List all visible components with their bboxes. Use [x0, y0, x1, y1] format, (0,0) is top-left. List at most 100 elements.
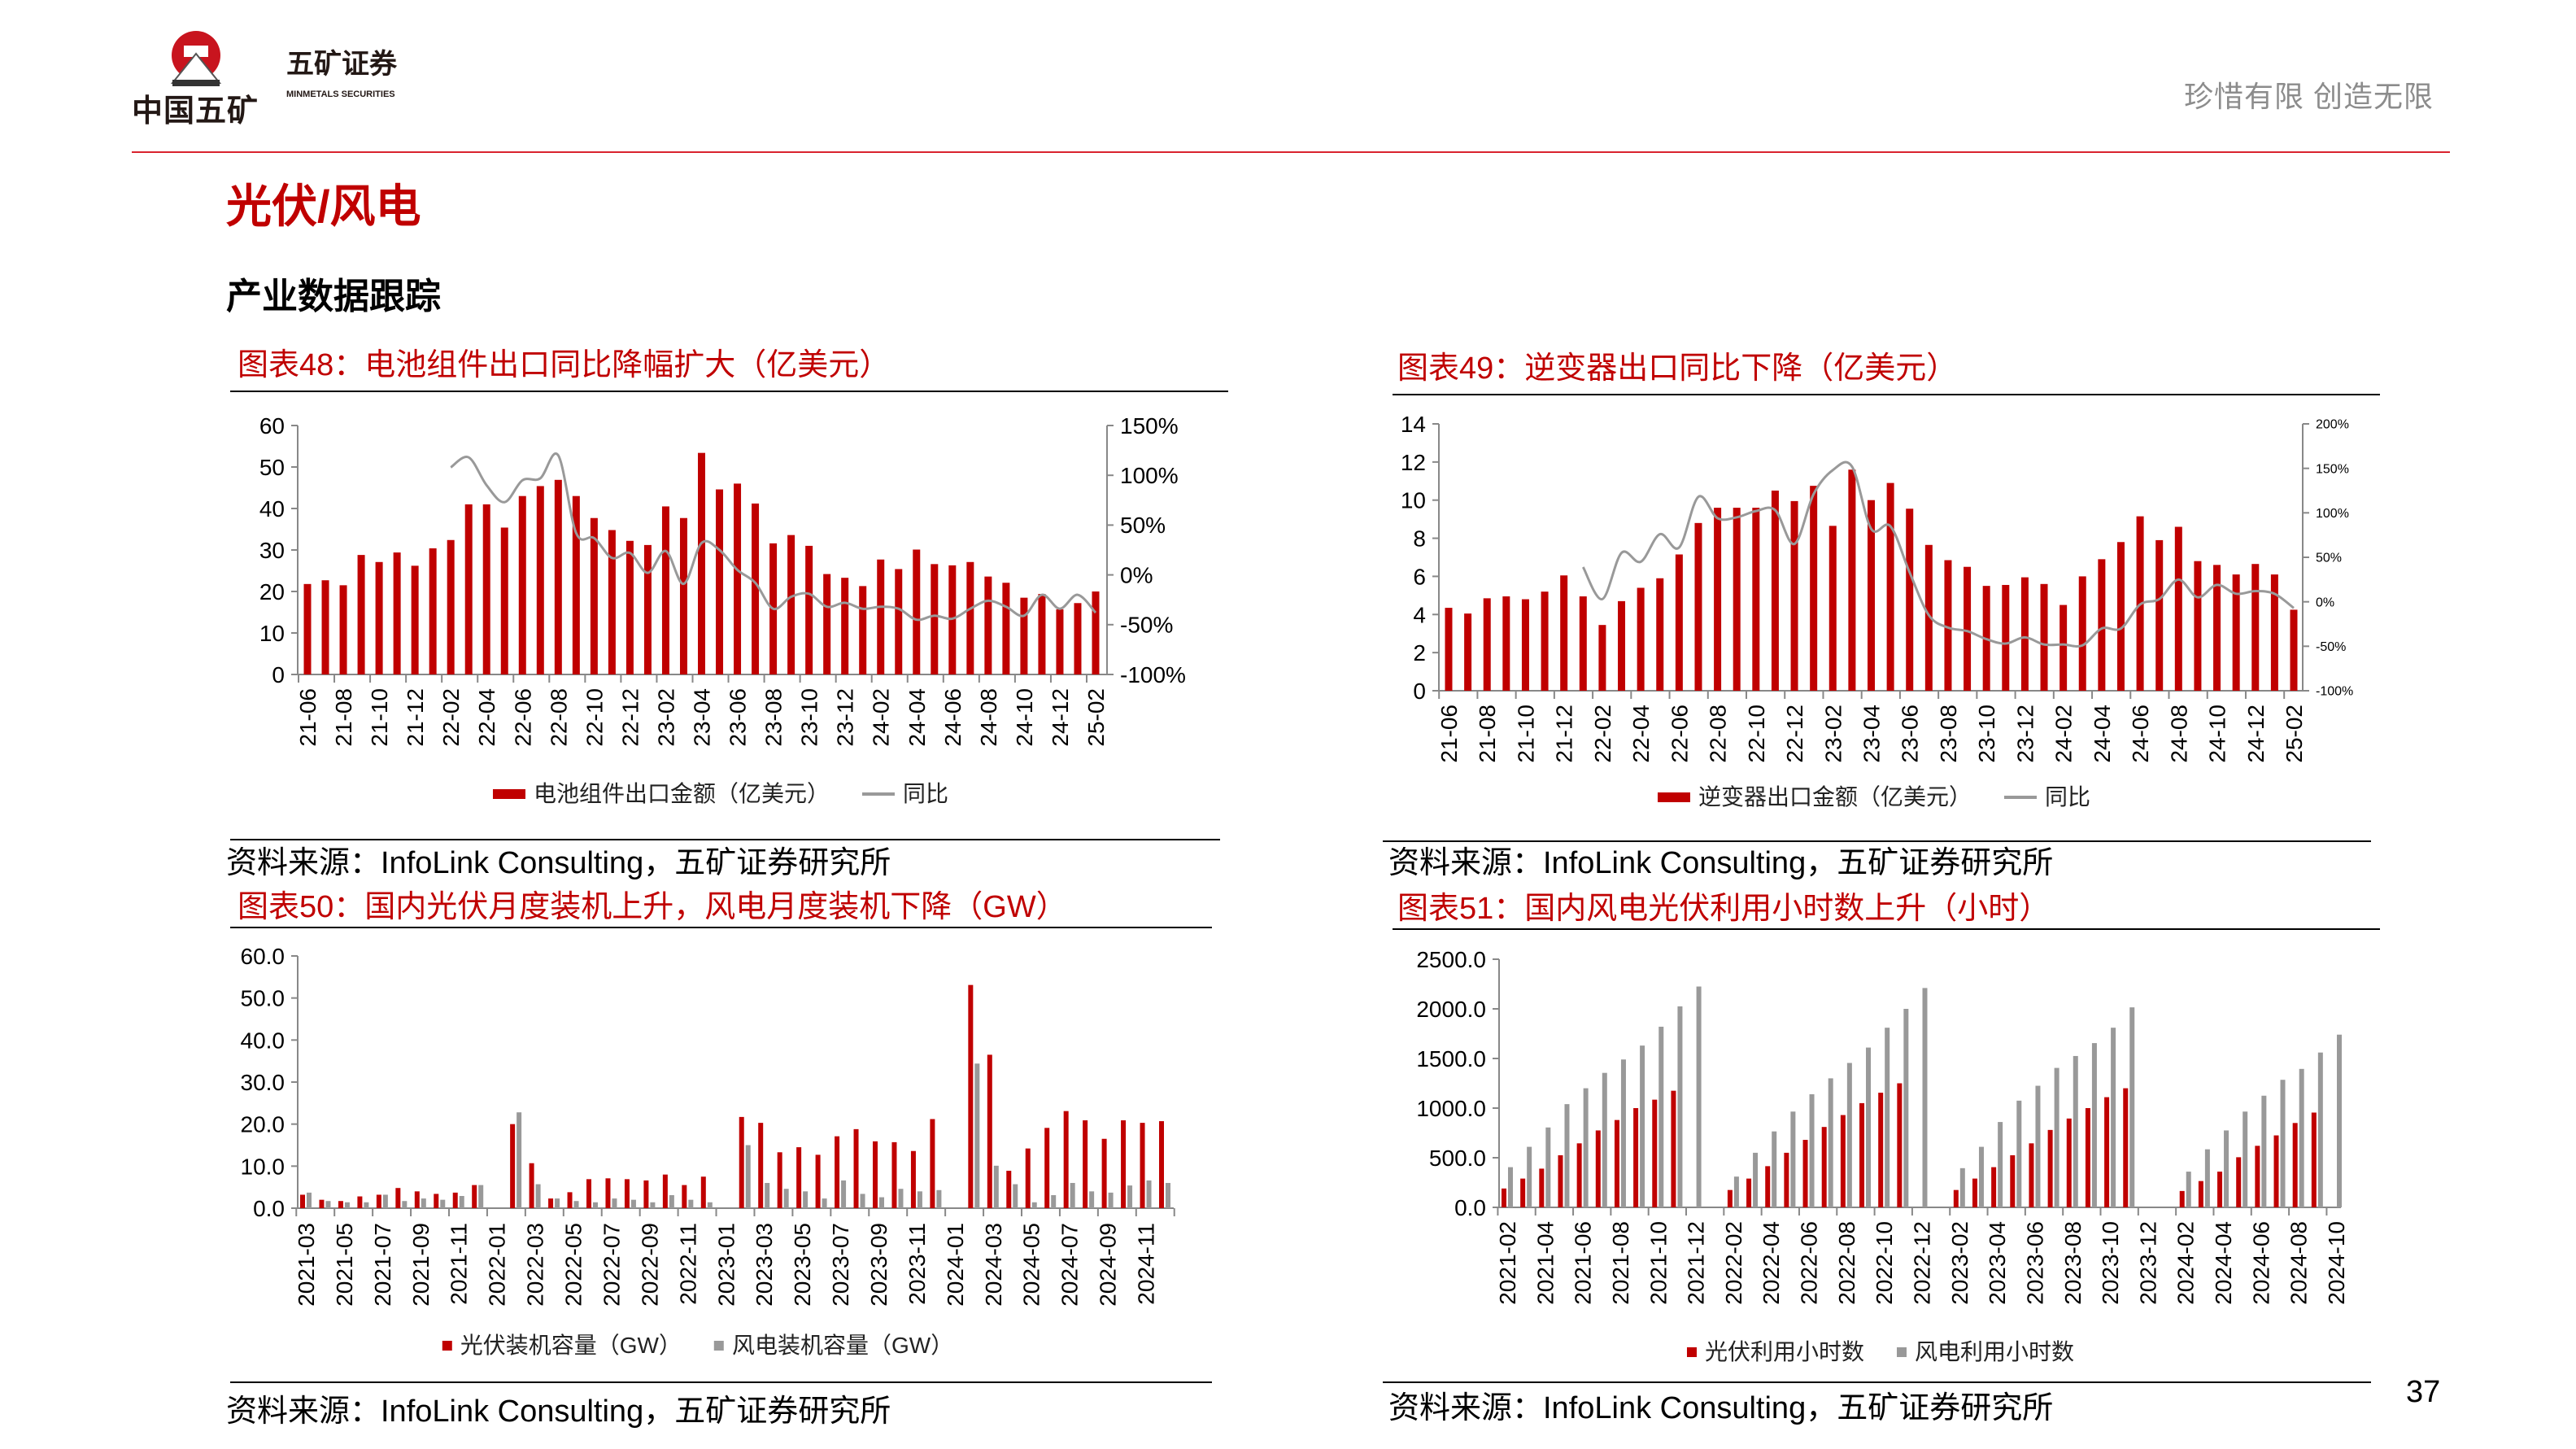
bar — [321, 580, 329, 674]
bar — [375, 561, 383, 674]
bar-series-2 — [1978, 1146, 1984, 1207]
x-tick-label: 2023-11 — [904, 1223, 930, 1305]
bar-series-2 — [1846, 1063, 1852, 1207]
bar — [2213, 565, 2221, 691]
bar-series-1 — [2198, 1181, 2203, 1207]
y-tick-label: 2500.0 — [1416, 947, 1486, 972]
y-tick-label: 60.0 — [241, 944, 285, 969]
bar — [1038, 594, 1046, 674]
bar — [2059, 604, 2068, 691]
y2-tick-label: -100% — [1120, 662, 1186, 687]
bar-series-2 — [478, 1185, 484, 1208]
chart-51: 0.0 500.0 1000.0 1500.0 2000.0 2500.0 2021-02 2… — [1416, 947, 2349, 1305]
bar — [661, 506, 669, 674]
bar-series-2 — [898, 1189, 904, 1208]
bar-series-1 — [338, 1201, 343, 1208]
bar — [393, 552, 401, 674]
bar — [966, 561, 974, 674]
chart-48: 0 10 20 30 40 50 60 -100% -50% 0% 50% 100% 150% 21-06… — [259, 413, 1186, 747]
x-tick-label: 2021-07 — [370, 1223, 395, 1307]
bar — [1771, 491, 1779, 691]
y-tick-label: 8 — [1413, 526, 1426, 552]
x-tick-label: 2023-02 — [1947, 1221, 1972, 1305]
figure-51-legend: 光伏利用小时数 风电利用小时数 — [1686, 1339, 2074, 1365]
bar — [1714, 508, 1722, 691]
x-tick-label: 21-08 — [331, 688, 356, 747]
y-tick-label: 30.0 — [241, 1070, 285, 1095]
bar-series-2 — [2016, 1100, 2022, 1207]
bar — [1828, 526, 1837, 691]
bar — [482, 504, 490, 674]
y2-tick-label: 150% — [1120, 413, 1179, 439]
bar — [1092, 591, 1100, 674]
x-tick-label: 2023-10 — [2098, 1221, 2123, 1305]
bar-series-1 — [662, 1174, 668, 1208]
bar — [2002, 584, 2010, 691]
bar-series-1 — [2292, 1123, 2298, 1207]
x-tick-label: 24-12 — [1048, 688, 1073, 747]
bar-series-2 — [2204, 1149, 2210, 1207]
bar-series-2 — [917, 1191, 922, 1208]
x-tick-label: 24-10 — [2205, 705, 2230, 763]
bar-series-1 — [968, 984, 974, 1208]
bar-series-1 — [910, 1150, 916, 1208]
bar-series-1 — [2047, 1129, 2053, 1207]
bar — [805, 545, 813, 674]
x-tick-label: 24-08 — [2166, 705, 2191, 763]
yoy-line — [1581, 460, 2295, 648]
bar-series-1 — [1991, 1167, 1997, 1207]
slogan: 珍惜有限 创造无限 — [2184, 80, 2434, 113]
bar-series-2 — [803, 1191, 809, 1208]
x-tick-label: 23-12 — [2012, 705, 2038, 763]
bar — [1002, 583, 1010, 674]
bar — [357, 555, 365, 674]
chart-49: 0 2 4 6 8 10 12 14 -100% -50% 0% 50% 100% 150% 200% 21-… — [1401, 412, 2353, 763]
x-tick-label: 2023-01 — [713, 1223, 739, 1307]
bar-series-1 — [1006, 1171, 1012, 1208]
bar-series-2 — [344, 1202, 350, 1208]
bar — [931, 564, 939, 674]
bar — [1944, 560, 1952, 691]
legend-label: 同比 — [2045, 784, 2091, 810]
bar-series-1 — [376, 1194, 381, 1208]
bar — [1675, 554, 1683, 691]
page-title: 光伏/风电 — [226, 181, 421, 232]
bar-series-2 — [1602, 1072, 1607, 1207]
y-tick-label: 0 — [1413, 679, 1426, 704]
bar-series-1 — [873, 1141, 878, 1208]
x-tick-label: 2024-05 — [1019, 1223, 1044, 1307]
x-tick-label: 2022-03 — [523, 1223, 548, 1307]
x-tick-label: 21-12 — [1552, 705, 1577, 763]
bar-series-1 — [510, 1124, 516, 1208]
bar-series-2 — [765, 1183, 770, 1208]
x-tick-label: 2022-08 — [1834, 1221, 1859, 1305]
figure-51-title: 图表51：国内风电光伏利用小时数上升（小时） — [1397, 892, 2051, 926]
figure-49-source-rule — [1383, 840, 2371, 842]
bar-series-2 — [1640, 1045, 1645, 1207]
bar — [1637, 587, 1645, 691]
bar-series-1 — [1614, 1119, 1619, 1207]
y-tick-label: 2000.0 — [1416, 997, 1486, 1022]
bar-series-2 — [1146, 1180, 1152, 1208]
bar-series-1 — [682, 1185, 687, 1208]
bar-series-2 — [1583, 1088, 1589, 1207]
bar-series-1 — [1633, 1108, 1639, 1207]
bar-series-2 — [459, 1196, 464, 1208]
bar — [464, 504, 473, 674]
x-tick-label: 2021-09 — [408, 1223, 434, 1307]
bar-series-2 — [707, 1202, 713, 1208]
bar — [608, 530, 616, 674]
x-tick-label: 24-04 — [904, 688, 930, 747]
bar-series-1 — [739, 1116, 744, 1208]
y-tick-label: 10.0 — [241, 1154, 285, 1179]
bar-series-2 — [1545, 1127, 1551, 1207]
bar — [303, 583, 312, 674]
y-tick-label: 40.0 — [241, 1028, 285, 1053]
bar-series-1 — [300, 1194, 305, 1208]
bar-series-2 — [307, 1192, 312, 1208]
bar-series-2 — [1922, 988, 1928, 1207]
bar-series-1 — [1727, 1189, 1733, 1207]
bar-series-1 — [605, 1178, 611, 1208]
x-tick-label: 2021-02 — [1495, 1221, 1520, 1305]
bar — [2116, 542, 2125, 691]
